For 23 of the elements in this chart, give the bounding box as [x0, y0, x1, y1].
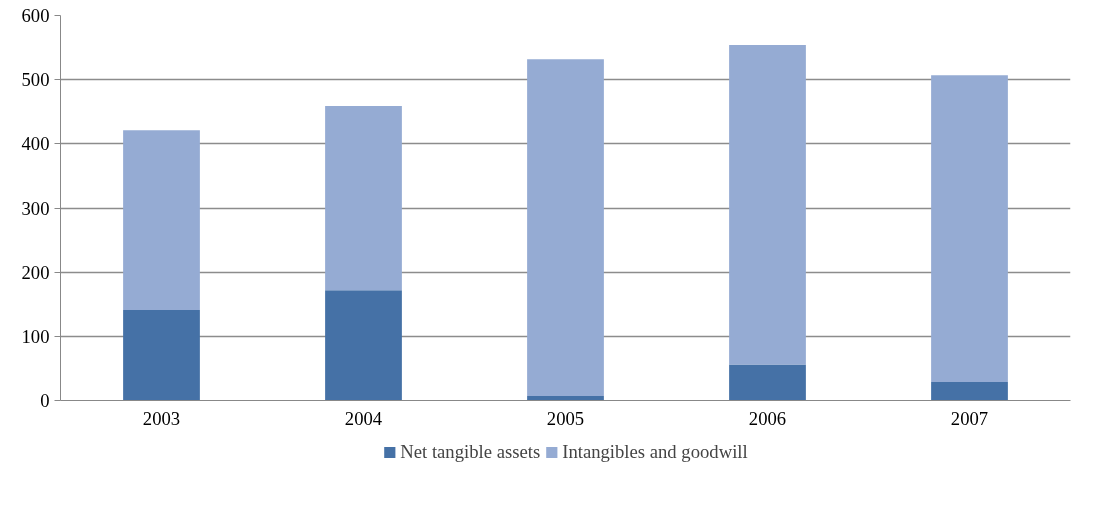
bar — [123, 310, 200, 401]
x-tick-label: 2005 — [546, 407, 585, 429]
bar — [729, 45, 806, 365]
legend-label: Intangibles and goodwill — [562, 441, 748, 463]
y-tick-label: 600 — [21, 5, 50, 26]
bar — [729, 364, 806, 401]
y-tick-label: 500 — [21, 69, 50, 91]
y-tick-label: 200 — [21, 261, 50, 283]
y-tick-label: 300 — [21, 197, 50, 219]
y-tick-label: 100 — [21, 325, 50, 347]
y-tick-label: 400 — [21, 133, 50, 155]
legend-label: Net tangible assets — [400, 441, 541, 463]
x-tick-label: 2004 — [344, 407, 383, 429]
bar — [931, 381, 1008, 401]
bar — [123, 130, 200, 311]
bar — [931, 75, 1008, 382]
bar — [527, 59, 604, 397]
x-tick-label: 2006 — [748, 407, 787, 429]
bar — [325, 290, 402, 401]
bar — [325, 105, 402, 291]
x-tick-label: 2007 — [950, 407, 989, 429]
y-tick-label: 0 — [40, 390, 50, 411]
x-tick-label: 2003 — [142, 407, 181, 429]
